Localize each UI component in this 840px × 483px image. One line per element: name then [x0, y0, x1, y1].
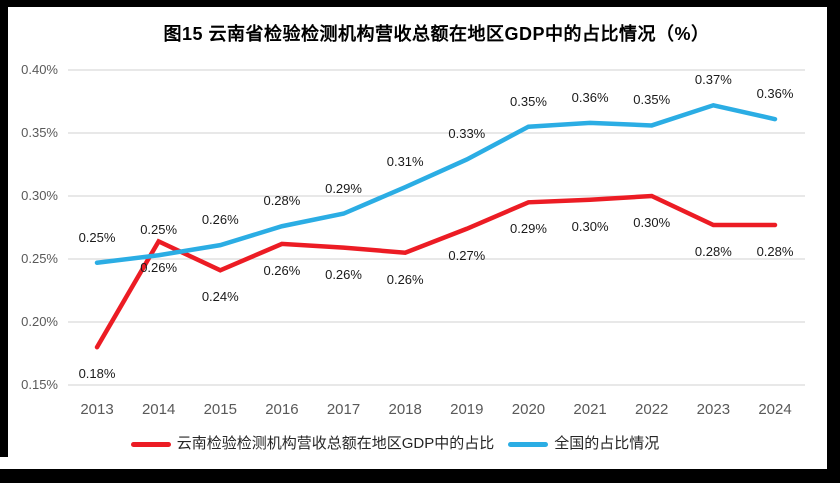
data-label: 0.36%: [756, 86, 794, 102]
y-axis-tick-label: 0.25%: [21, 251, 58, 266]
data-label: 0.28%: [694, 243, 732, 259]
chart-legend: 云南检验检测机构营收总额在地区GDP中的占比 全国的占比情况: [0, 433, 790, 455]
data-label: 0.30%: [571, 218, 609, 234]
data-label: 0.26%: [201, 212, 239, 228]
data-label: 0.37%: [694, 72, 732, 88]
x-axis-tick-label: 2022: [635, 401, 669, 418]
y-axis-tick-label: 0.30%: [21, 188, 58, 203]
data-label: 0.24%: [201, 289, 239, 305]
data-label: 0.28%: [756, 243, 794, 259]
data-label: 0.26%: [386, 271, 424, 287]
legend-line-swatch-red: [130, 441, 171, 447]
frame-border-left: [0, 0, 8, 457]
frame-border-top: [0, 0, 840, 7]
series-line-yunnan: [94, 193, 778, 350]
x-axis-tick-label: 2018: [388, 401, 422, 418]
data-label: 0.35%: [510, 93, 547, 109]
data-label: 0.25%: [78, 229, 116, 245]
data-label: 0.26%: [325, 266, 362, 282]
data-label: 0.29%: [510, 221, 547, 237]
x-axis-tick-label: 2014: [141, 401, 176, 418]
x-axis-tick-label: 2023: [696, 401, 731, 418]
y-axis-tick-label: 0.15%: [21, 377, 58, 392]
data-label: 0.35%: [633, 92, 671, 108]
data-label: 0.27%: [448, 247, 486, 263]
y-axis-tick-label: 0.35%: [21, 125, 58, 140]
data-label: 0.26%: [263, 262, 301, 278]
data-label: 0.18%: [78, 366, 116, 382]
data-label: 0.33%: [448, 126, 486, 142]
x-axis-tick-label: 2021: [573, 401, 607, 418]
data-label: 0.30%: [633, 215, 671, 230]
x-axis-tick-label: 2024: [758, 401, 792, 418]
data-label: 0.25%: [140, 222, 178, 238]
x-axis-tick-label: 2020: [511, 401, 546, 418]
data-label: 0.29%: [325, 180, 362, 196]
data-label: 0.36%: [571, 89, 609, 105]
legend-label-yunnan: 云南检验检测机构营收总额在地区GDP中的占比: [176, 435, 495, 452]
legend-item-yunnan: 云南检验检测机构营收总额在地区GDP中的占比: [130, 433, 495, 455]
data-label: 0.26%: [140, 260, 178, 276]
legend-label-national: 全国的占比情况: [554, 435, 660, 452]
legend-line-swatch-blue: [508, 441, 549, 447]
x-axis-tick-label: 2015: [203, 401, 237, 418]
x-axis-tick-label: 2017: [326, 401, 361, 418]
x-axis-tick-label: 2016: [265, 401, 299, 418]
legend-item-national: 全国的占比情况: [508, 433, 659, 455]
data-label: 0.31%: [386, 154, 424, 170]
frame-border-bottom: [0, 469, 840, 483]
frame-border-right: [827, 0, 840, 483]
y-axis-tick-label: 0.40%: [21, 62, 58, 77]
figure-title: 图15 云南省检验检测机构营收总额在地区GDP中的占比情况（%）: [163, 24, 710, 44]
data-label: 0.28%: [263, 193, 301, 209]
x-axis-tick-label: 2013: [80, 401, 114, 418]
series-line-national: [94, 102, 778, 266]
y-axis-tick-label: 0.20%: [21, 314, 58, 329]
x-axis-tick-label: 2019: [450, 401, 484, 418]
